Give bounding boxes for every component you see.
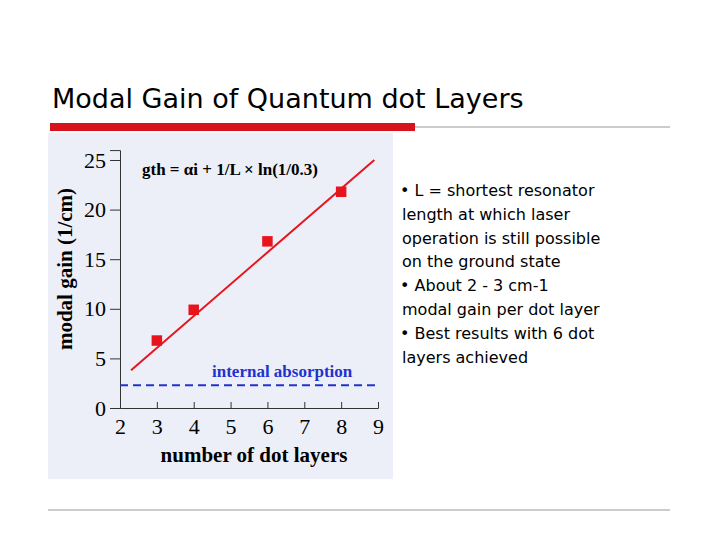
tick: 7 (299, 402, 310, 439)
data-point (336, 187, 346, 197)
bullet-line: • L = shortest resonator (400, 181, 595, 200)
axis-line (121, 402, 379, 409)
tick-mark (341, 402, 342, 408)
annotation: internal absorption (212, 362, 353, 381)
tick: 20 (84, 197, 120, 222)
tick-mark (110, 210, 120, 211)
tick-label: 20 (84, 197, 106, 222)
tick-label: 10 (84, 296, 106, 321)
bullets: • L = shortest resonator length at which … (400, 181, 600, 367)
tick: 8 (336, 402, 347, 439)
tick-label: 4 (189, 414, 200, 439)
tick: 25 (84, 148, 120, 173)
data-point (188, 305, 198, 315)
tick-mark (110, 259, 120, 260)
tick-label: 0 (95, 396, 106, 421)
series-line (120, 384, 378, 386)
bullet-line: • Best results with 6 dot (400, 324, 594, 343)
tick: 5 (226, 402, 237, 439)
tick-mark (110, 309, 120, 310)
tick-mark (194, 402, 195, 408)
data-point (262, 236, 272, 246)
tick: 3 (152, 402, 163, 439)
tick-label: 2 (115, 414, 126, 439)
slide-title: Modal Gain of Quantum dot Layers (52, 83, 524, 114)
x-axis: 2 3 4 56 7 8 9 (115, 402, 384, 439)
tick-label: 25 (84, 148, 106, 173)
bullet-line: length at which laser (402, 205, 570, 224)
tick: 9 (373, 402, 384, 439)
tick-label: 5 (226, 414, 237, 439)
tick-mark (157, 402, 158, 408)
bullet-line: • About 2 - 3 cm-1 (400, 276, 549, 295)
tick-mark (110, 160, 120, 161)
tick-label: 6 (262, 414, 273, 439)
title-bar (50, 123, 415, 131)
tick-mark (110, 408, 120, 409)
tick: 6 (262, 402, 273, 439)
x-axis-title: number of dot layers (161, 443, 348, 467)
plot-area (120, 160, 378, 385)
tick-label: 15 (84, 247, 106, 272)
tick: 10 (84, 296, 120, 321)
y-axis: 0 5 10 15 20 25 (84, 148, 121, 421)
chart-panel (48, 133, 393, 479)
tick: 0 (95, 396, 120, 421)
axis-line (110, 151, 121, 409)
tick-label: 3 (152, 414, 163, 439)
tick-label: 9 (373, 414, 384, 439)
bullet-line: operation is still possible (402, 229, 600, 248)
annotation: gth = αi + 1/L × ln(1/0.3) (142, 160, 318, 179)
footer-rule (48, 510, 670, 511)
tick-mark (231, 402, 232, 408)
data-point (152, 335, 162, 345)
title-rule (415, 127, 670, 128)
tick-label: 7 (299, 414, 310, 439)
tick: 5 (95, 346, 120, 371)
tick-label: 8 (336, 414, 347, 439)
tick: 4 (189, 402, 200, 439)
bullet-line: on the ground state (402, 252, 561, 271)
tick-mark (110, 358, 120, 359)
tick: 15 (84, 247, 120, 272)
series-line (131, 160, 374, 370)
tick-mark (304, 402, 305, 408)
y-axis-title: modal gain (1/cm) (53, 188, 77, 350)
slide: Modal Gain of Quantum dot Layers • L = sh… (0, 0, 720, 540)
bullet-line: layers achieved (402, 348, 528, 367)
tick-label: 5 (95, 346, 106, 371)
tick-mark (267, 402, 268, 408)
bullet-line: modal gain per dot layer (402, 300, 600, 319)
tick-mark (378, 402, 379, 408)
